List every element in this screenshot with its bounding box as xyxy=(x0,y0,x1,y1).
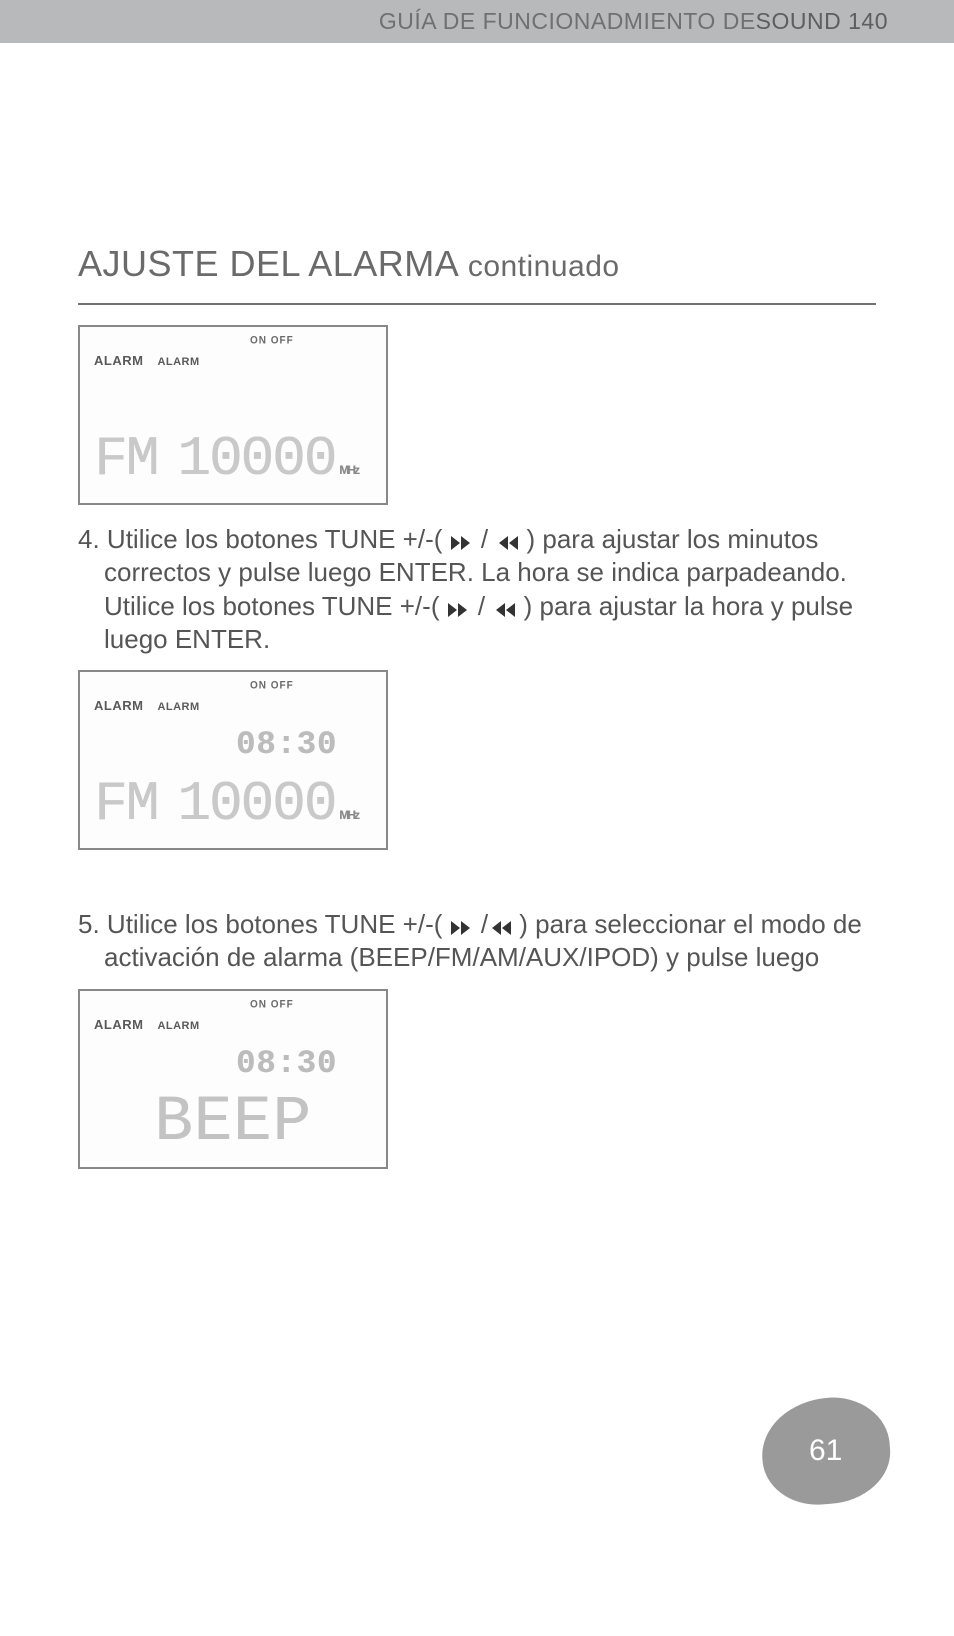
section-title: AJUSTE DEL ALARMA continuado xyxy=(78,243,876,305)
lcd1-freq-value: 10000 xyxy=(177,431,335,487)
lcd-display-2: ON OFF ALARM ALARM 08:30 FM 10000 MHz xyxy=(78,670,388,850)
header-bar: GUÍA DE FUNCIONADMIENTO DE SOUND 140 xyxy=(0,0,954,43)
lcd3-alarm2: ALARM xyxy=(157,1020,199,1032)
lcd-display-1: ON OFF ALARM ALARM FM 10000 MHz xyxy=(78,325,388,505)
lcd3-indicator: ON OFF xyxy=(250,998,294,1010)
header-prefix: GUÍA DE FUNCIONADMIENTO DE xyxy=(379,8,756,35)
step-5-number: 5. xyxy=(78,909,100,939)
lcd1-alarm2: ALARM xyxy=(157,356,199,368)
rewind-icon xyxy=(488,919,512,937)
lcd3-alarm-labels: ALARM ALARM xyxy=(94,1017,200,1032)
rewind-icon xyxy=(495,534,519,552)
step4-text-d: / xyxy=(471,591,493,621)
rewind-icon xyxy=(492,601,516,619)
lcd1-freq-unit: MHz xyxy=(339,464,358,476)
lcd1-mode: FM xyxy=(94,431,157,487)
lcd2-indicator: ON OFF xyxy=(250,680,294,692)
step4-text-a: Utilice los botones TUNE +/-( xyxy=(100,524,450,554)
page-number-badge: 61 xyxy=(758,1394,893,1509)
step5-text-a: Utilice los botones TUNE +/-( xyxy=(100,909,450,939)
step5-text-b: / xyxy=(474,909,488,939)
section-title-cont: continuado xyxy=(468,250,620,283)
lcd1-frequency: 10000 MHz xyxy=(177,431,358,487)
lcd1-alarm-labels: ALARM ALARM xyxy=(94,353,200,368)
section-title-main: AJUSTE DEL ALARMA xyxy=(78,243,457,284)
lcd-display-3: ON OFF ALARM ALARM 08:30 BEEP xyxy=(78,989,388,1169)
step-4: 4. Utilice los botones TUNE +/-( / ) par… xyxy=(78,523,876,656)
lcd2-freq-value: 10000 xyxy=(177,776,335,832)
lcd2-alarm2: ALARM xyxy=(157,701,199,713)
content-area: AJUSTE DEL ALARMA continuado ON OFF ALAR… xyxy=(0,43,954,1169)
lcd1-alarm1: ALARM xyxy=(94,353,143,368)
step-4-number: 4. xyxy=(78,524,100,554)
fast-forward-icon xyxy=(450,534,474,552)
fast-forward-icon xyxy=(447,601,471,619)
lcd2-clock: 08:30 xyxy=(236,726,337,763)
step4-text-b: / xyxy=(474,524,496,554)
step-5: 5. Utilice los botones TUNE +/-( / ) par… xyxy=(78,908,876,975)
fast-forward-icon xyxy=(450,919,474,937)
lcd2-frequency: 10000 MHz xyxy=(177,776,358,832)
page-number: 61 xyxy=(809,1434,842,1468)
header-product: SOUND 140 xyxy=(756,8,888,35)
lcd2-freq-unit: MHz xyxy=(339,809,358,821)
lcd1-indicator: ON OFF xyxy=(250,334,294,346)
lcd2-alarm1: ALARM xyxy=(94,698,143,713)
lcd3-mode-word: BEEP xyxy=(80,1091,386,1155)
lcd3-alarm1: ALARM xyxy=(94,1017,143,1032)
lcd3-clock: 08:30 xyxy=(236,1045,337,1082)
lcd2-mode: FM xyxy=(94,776,157,832)
lcd2-alarm-labels: ALARM ALARM xyxy=(94,698,200,713)
